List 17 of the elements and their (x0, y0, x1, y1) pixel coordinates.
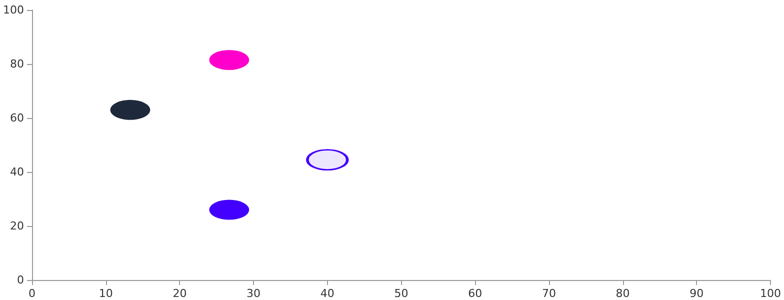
x-tick-label: 80 (616, 287, 630, 300)
x-tick-label: 10 (98, 287, 113, 300)
x-tick-label: 70 (542, 287, 556, 300)
x-tick-label: 50 (394, 287, 408, 300)
x-tick-label: 100 (760, 287, 781, 300)
x-tick-label: 30 (246, 287, 261, 300)
x-tick-label: 20 (172, 287, 187, 300)
x-tick-label: 60 (468, 287, 482, 300)
x-tick-label: 0 (28, 287, 36, 300)
y-tick-label: 20 (10, 220, 24, 232)
y-tick-label: 0 (16, 274, 24, 286)
y-tick-label: 40 (10, 166, 24, 178)
x-tick-label: 40 (320, 287, 334, 300)
x-tick-label: 90 (690, 287, 704, 300)
y-tick-label: 100 (2, 4, 24, 16)
y-tick-label: 60 (10, 112, 24, 124)
y-tick-label: 80 (10, 58, 24, 70)
